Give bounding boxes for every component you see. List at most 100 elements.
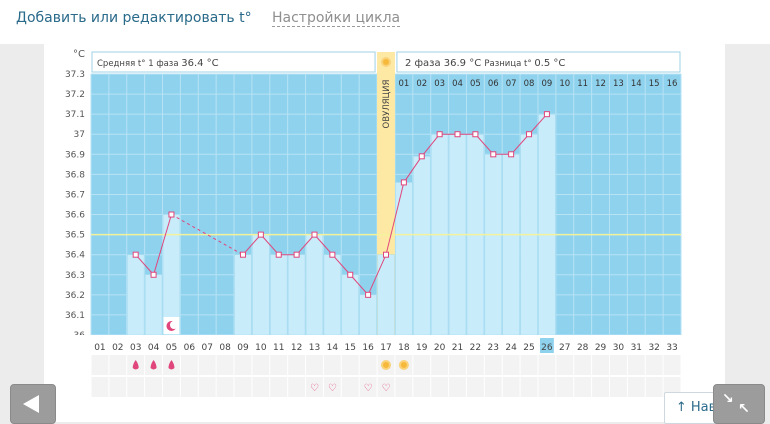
x-day-label: 01 [94, 343, 105, 353]
sun-icon [381, 57, 391, 67]
temperature-line [385, 182, 405, 255]
y-tick-label: 36.9 [65, 150, 85, 160]
temperature-point [400, 179, 407, 186]
temperature-point [365, 291, 372, 298]
temperature-bar [502, 154, 520, 336]
symbol-row [91, 377, 681, 397]
temperature-bar [413, 156, 431, 336]
temperature-point [543, 111, 550, 118]
y-tick-label: 36.3 [65, 271, 85, 281]
phase-day-label: 05 [470, 79, 481, 89]
x-day-label: 24 [505, 343, 517, 353]
heart-icon: ♡ [310, 383, 319, 394]
x-day-label: 28 [577, 343, 589, 353]
y-tick-label: 37 [74, 130, 85, 140]
temperature-bar [270, 254, 288, 336]
phase-day-label: 15 [649, 79, 660, 89]
ovulation-label: ОВУЛЯЦИЯ [382, 79, 392, 128]
x-day-label: 05 [166, 343, 177, 353]
x-day-label: 16 [362, 343, 374, 353]
x-day-label: 11 [273, 343, 284, 353]
phase-day-label: 10 [559, 79, 570, 89]
x-day-label: 27 [559, 343, 570, 353]
heart-icon: ♡ [328, 383, 337, 394]
phase-day-label: 08 [524, 79, 535, 89]
temperature-point [239, 251, 246, 258]
y-tick-label: 36.5 [65, 231, 85, 241]
x-day-label: 10 [255, 343, 267, 353]
temperature-point [168, 211, 175, 218]
temperature-point [311, 231, 318, 238]
tab-add-edit-temperature[interactable]: Добавить или редактировать t° [16, 10, 252, 26]
temperature-line [153, 214, 172, 275]
temperature-point [383, 251, 389, 258]
temperature-bar [484, 154, 502, 336]
temperature-point [526, 131, 533, 138]
x-day-label: 32 [648, 343, 659, 353]
temperature-line [510, 133, 530, 155]
phase-day-label: 04 [452, 79, 463, 89]
x-day-label: 19 [416, 343, 428, 353]
y-tick-label: 36.2 [65, 291, 85, 301]
y-tick-label: 36.8 [65, 170, 85, 180]
y-tick-label: 36.6 [65, 211, 85, 221]
phase-day-label: 02 [416, 79, 427, 89]
x-day-label: 08 [219, 343, 231, 353]
heart-icon: ♡ [382, 383, 391, 394]
temperature-point [150, 271, 157, 278]
temperature-point [436, 131, 443, 138]
x-day-label: 06 [184, 343, 196, 353]
y-tick-label: 36.1 [65, 311, 85, 321]
temperature-point [454, 131, 461, 138]
temperature-point [257, 231, 264, 238]
temperature-line [171, 214, 244, 256]
temperature-bar [305, 234, 324, 336]
phase1-header [91, 51, 376, 73]
temperature-bar [144, 274, 163, 336]
temperature-line [528, 113, 548, 135]
x-day-label: 07 [201, 343, 212, 353]
x-axis-band [44, 335, 725, 355]
temperature-line [314, 234, 333, 256]
x-day-label: 22 [470, 343, 481, 353]
moon-icon-cut [169, 321, 178, 329]
tab-cycle-settings[interactable]: Настройки цикла [272, 10, 401, 27]
x-day-label: 15 [345, 343, 356, 353]
temperature-bar [127, 254, 145, 336]
x-day-label: 23 [488, 343, 499, 353]
temperature-point [508, 151, 515, 158]
x-day-label: 03 [130, 343, 141, 353]
x-day-label: 02 [112, 343, 123, 353]
temperature-bar [287, 254, 306, 336]
y-tick-label: 37.1 [65, 110, 85, 120]
temperature-point [490, 151, 497, 158]
x-day-label: 21 [452, 343, 463, 353]
temperature-line [135, 254, 154, 276]
x-day-label: 25 [523, 343, 534, 353]
temperature-bar [323, 254, 342, 336]
temperature-point [329, 251, 336, 258]
phase-day-label: 11 [577, 79, 588, 89]
sun-icon [398, 360, 409, 370]
x-day-label: 33 [666, 343, 677, 353]
x-day-label: 04 [148, 343, 160, 353]
temperature-point [275, 251, 282, 258]
chart-panel: 37.3 37.2 37.1 37 36.9 36.8 36.7 36.6 36.5 36.4 36… [44, 44, 725, 422]
x-day-label: 09 [237, 343, 249, 353]
x-day-label: 14 [327, 343, 339, 353]
x-day-label: 17 [380, 343, 391, 353]
arrow-left-icon[interactable] [10, 384, 56, 424]
temperature-point [472, 131, 479, 138]
highlight-day [539, 338, 554, 353]
temperature-line [367, 254, 387, 296]
drop-icon [168, 360, 175, 370]
temperature-point [293, 251, 300, 258]
x-day-label: 29 [595, 343, 607, 353]
phase-day-label: 07 [506, 79, 517, 89]
temperature-line [242, 234, 262, 256]
temperature-line [403, 156, 423, 183]
phase-day-label: 01 [398, 79, 409, 89]
drop-icon [150, 360, 157, 370]
bbt-chart: 37.3 37.2 37.1 37 36.9 36.8 36.7 36.6 36.5 36.4 36… [44, 49, 725, 397]
collapse-icon[interactable]: ↘ ↖ [713, 384, 765, 424]
